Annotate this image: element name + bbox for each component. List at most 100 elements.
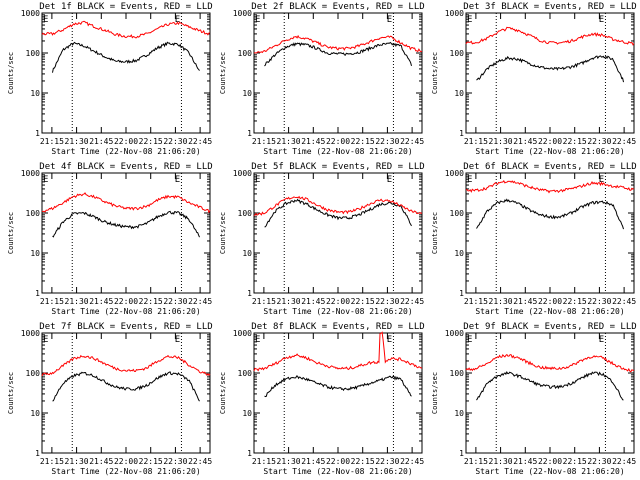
x-tick-label: 22:45 xyxy=(400,297,424,306)
x-axis-label: Start Time (22-Nov-08 21:06:20) xyxy=(263,147,412,156)
x-tick-label: 22:45 xyxy=(612,137,636,146)
corner-marker-label: E xyxy=(43,15,48,25)
x-tick-label: 22:30 xyxy=(163,457,187,466)
x-tick-label: 21:45 xyxy=(89,457,113,466)
x-axis-label: Start Time (22-Nov-08 21:06:20) xyxy=(263,307,412,316)
x-tick-label: 21:45 xyxy=(89,297,113,306)
x-tick-label: 22:00 xyxy=(114,137,138,146)
y-tick-label: 100 xyxy=(450,369,465,378)
x-tick-label: 21:15 xyxy=(40,457,64,466)
y-tick-label: 1000 xyxy=(233,329,252,338)
x-axis-label: Start Time (22-Nov-08 21:06:20) xyxy=(51,307,200,316)
x-tick-label: 22:15 xyxy=(563,297,587,306)
chart-panel-1: Det 1f BLACK = Events, RED = LLD 1 10 100 10… xyxy=(7,2,213,156)
corner-marker-label: E xyxy=(255,15,260,25)
x-tick-label: 21:30 xyxy=(65,137,89,146)
x-tick-label: 22:15 xyxy=(563,457,587,466)
y-tick-label: 1000 xyxy=(233,169,252,178)
events-series-line xyxy=(476,55,624,83)
lld-series-line xyxy=(465,180,635,194)
corner-marker-label: E xyxy=(599,335,604,345)
y-tick-label: 10 xyxy=(454,249,464,258)
y-tick-label: 1 xyxy=(35,129,40,138)
corner-marker-label: E xyxy=(175,15,180,25)
x-tick-label: 21:15 xyxy=(40,297,64,306)
x-tick-label: 22:00 xyxy=(326,297,350,306)
x-axis-label: Start Time (22-Nov-08 21:06:20) xyxy=(51,467,200,476)
x-tick-label: 22:45 xyxy=(188,297,212,306)
x-tick-label: 22:45 xyxy=(612,297,636,306)
y-tick-label: 10 xyxy=(30,89,40,98)
chart-title: Det 5f BLACK = Events, RED = LLD xyxy=(251,162,424,172)
plot-frame xyxy=(253,172,423,294)
x-tick-label: 22:15 xyxy=(351,137,375,146)
plot-frame xyxy=(465,12,635,134)
x-tick-label: 21:30 xyxy=(277,297,301,306)
lld-series-line xyxy=(465,353,635,373)
x-tick-label: 22:30 xyxy=(375,297,399,306)
y-tick-label: 1 xyxy=(35,289,40,298)
events-series-line xyxy=(52,41,200,73)
corner-marker-label: E xyxy=(387,15,392,25)
y-tick-label: 1 xyxy=(459,289,464,298)
x-tick-label: 21:30 xyxy=(277,457,301,466)
y-axis-label: Counts/sec xyxy=(431,212,439,254)
x-tick-label: 21:45 xyxy=(513,137,537,146)
x-tick-label: 21:15 xyxy=(464,457,488,466)
plot-frame xyxy=(41,332,211,454)
y-tick-label: 1 xyxy=(459,129,464,138)
corner-marker-label: E xyxy=(175,175,180,185)
x-tick-label: 22:15 xyxy=(351,457,375,466)
x-tick-label: 22:45 xyxy=(612,457,636,466)
x-tick-label: 22:15 xyxy=(351,297,375,306)
lld-series-line xyxy=(465,26,635,46)
plot-frame xyxy=(253,332,423,454)
y-axis-label: Counts/sec xyxy=(219,212,227,254)
x-tick-label: 22:30 xyxy=(163,297,187,306)
events-series-line xyxy=(264,375,412,398)
x-axis-label: Start Time (22-Nov-08 21:06:20) xyxy=(263,467,412,476)
corner-marker-label: E xyxy=(387,175,392,185)
y-tick-label: 10 xyxy=(30,409,40,418)
y-tick-label: 1 xyxy=(35,449,40,458)
y-tick-label: 100 xyxy=(450,209,465,218)
y-tick-label: 1 xyxy=(247,129,252,138)
events-series-line xyxy=(264,198,412,228)
y-tick-label: 1 xyxy=(247,289,252,298)
x-tick-label: 21:30 xyxy=(277,137,301,146)
y-tick-label: 10 xyxy=(242,89,252,98)
x-tick-label: 22:15 xyxy=(139,457,163,466)
x-tick-label: 22:45 xyxy=(188,457,212,466)
x-tick-label: 22:15 xyxy=(139,137,163,146)
x-tick-label: 22:15 xyxy=(563,137,587,146)
corner-marker-label: E xyxy=(175,335,180,345)
chart-panel-6: Det 6f BLACK = Events, RED = LLD 1 10 100 10… xyxy=(431,162,637,316)
y-axis-label: Counts/sec xyxy=(7,52,15,94)
chart-panel-9: Det 9f BLACK = Events, RED = LLD 1 10 100 10… xyxy=(431,322,637,476)
y-axis-label: Counts/sec xyxy=(431,52,439,94)
corner-marker-label: E xyxy=(43,175,48,185)
chart-title: Det 8f BLACK = Events, RED = LLD xyxy=(251,322,424,332)
y-tick-label: 1000 xyxy=(21,9,40,18)
x-tick-label: 22:00 xyxy=(114,457,138,466)
x-tick-label: 21:15 xyxy=(40,137,64,146)
y-tick-label: 1000 xyxy=(21,329,40,338)
events-series-line xyxy=(476,198,624,230)
x-axis-label: Start Time (22-Nov-08 21:06:20) xyxy=(475,467,624,476)
plot-frame xyxy=(253,12,423,134)
lld-series-line xyxy=(253,195,423,217)
y-tick-label: 1000 xyxy=(445,169,464,178)
chart-title: Det 6f BLACK = Events, RED = LLD xyxy=(463,162,636,172)
x-tick-label: 22:30 xyxy=(587,137,611,146)
x-axis-label: Start Time (22-Nov-08 21:06:20) xyxy=(475,307,624,316)
lld-series-line xyxy=(41,192,211,214)
x-tick-label: 22:30 xyxy=(587,457,611,466)
x-tick-label: 21:30 xyxy=(65,297,89,306)
x-tick-label: 21:15 xyxy=(464,137,488,146)
y-tick-label: 100 xyxy=(238,369,253,378)
corner-marker-label: E xyxy=(467,335,472,345)
chart-panel-4: Det 4f BLACK = Events, RED = LLD 1 10 100 10… xyxy=(7,162,213,316)
x-tick-label: 22:30 xyxy=(587,297,611,306)
chart-panel-2: Det 2f BLACK = Events, RED = LLD 1 10 100 10… xyxy=(219,2,425,156)
y-tick-label: 10 xyxy=(242,249,252,258)
